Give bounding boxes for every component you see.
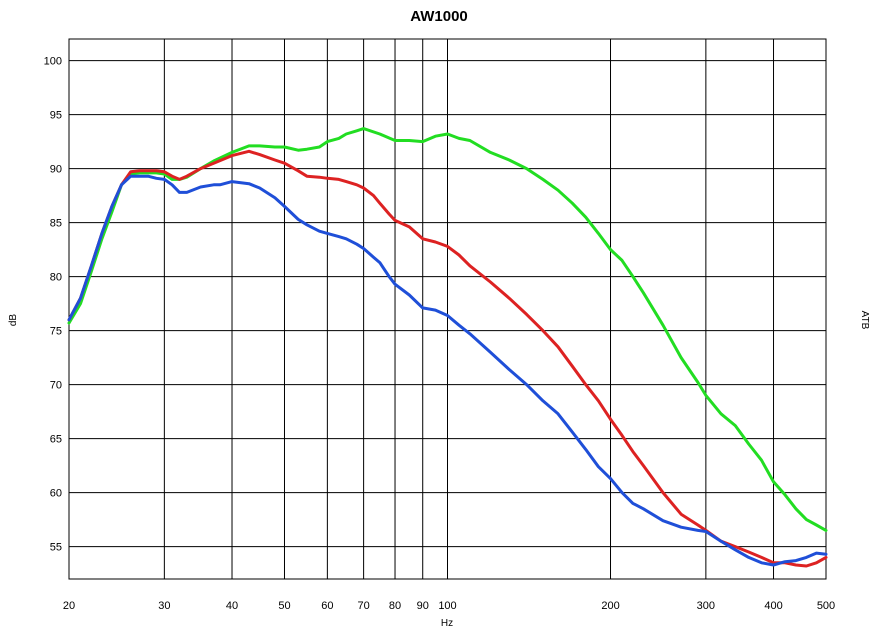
y-axis-label: dB bbox=[8, 314, 19, 327]
x-tick-label: 40 bbox=[226, 600, 238, 612]
x-tick-label: 50 bbox=[278, 600, 290, 612]
tick-labels: 20 30 40 50 60 70 80 90 100 200 300 400 500 55 60 65 70 7… bbox=[44, 56, 836, 612]
y-tick-label: 90 bbox=[50, 164, 62, 176]
x-tick-label: 400 bbox=[764, 600, 782, 612]
series-line-1 bbox=[67, 127, 828, 532]
x-tick-label: 20 bbox=[63, 600, 75, 612]
x-tick-label: 60 bbox=[321, 600, 333, 612]
y-tick-label: 65 bbox=[50, 434, 62, 446]
y-tick-label: 60 bbox=[50, 488, 62, 500]
y-tick-label: 70 bbox=[50, 380, 62, 392]
y2-axis-label: ATB bbox=[859, 311, 870, 330]
series-line-3 bbox=[67, 174, 828, 567]
x-tick-label: 80 bbox=[389, 600, 401, 612]
x-tick-label: 100 bbox=[438, 600, 456, 612]
y-tick-label: 95 bbox=[50, 110, 62, 122]
series-layer bbox=[67, 127, 828, 568]
x-tick-label: 30 bbox=[158, 600, 170, 612]
series-line-2 bbox=[67, 149, 828, 568]
x-tick-label: 500 bbox=[817, 600, 835, 612]
y-tick-label: 55 bbox=[50, 542, 62, 554]
y-tick-label: 80 bbox=[50, 272, 62, 284]
x-axis-label: Hz bbox=[441, 618, 453, 629]
chart-title: AW1000 bbox=[410, 8, 468, 25]
x-tick-label: 200 bbox=[601, 600, 619, 612]
y-tick-label: 100 bbox=[44, 56, 62, 68]
y-tick-label: 75 bbox=[50, 326, 62, 338]
y-tick-label: 85 bbox=[50, 218, 62, 230]
x-tick-label: 300 bbox=[697, 600, 715, 612]
x-tick-label: 90 bbox=[417, 600, 429, 612]
x-tick-label: 70 bbox=[357, 600, 369, 612]
